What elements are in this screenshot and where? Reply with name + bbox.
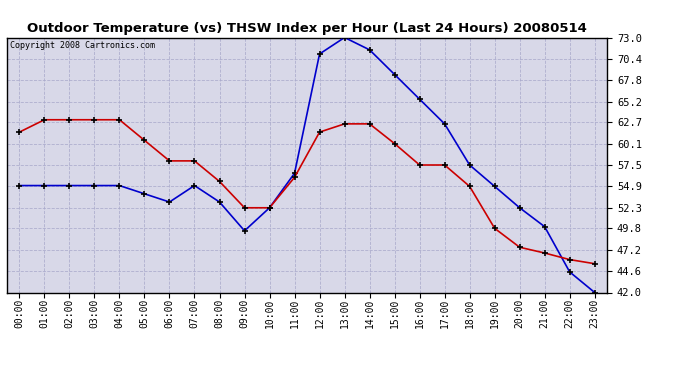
Text: Copyright 2008 Cartronics.com: Copyright 2008 Cartronics.com [10, 41, 155, 50]
Title: Outdoor Temperature (vs) THSW Index per Hour (Last 24 Hours) 20080514: Outdoor Temperature (vs) THSW Index per … [27, 22, 587, 35]
